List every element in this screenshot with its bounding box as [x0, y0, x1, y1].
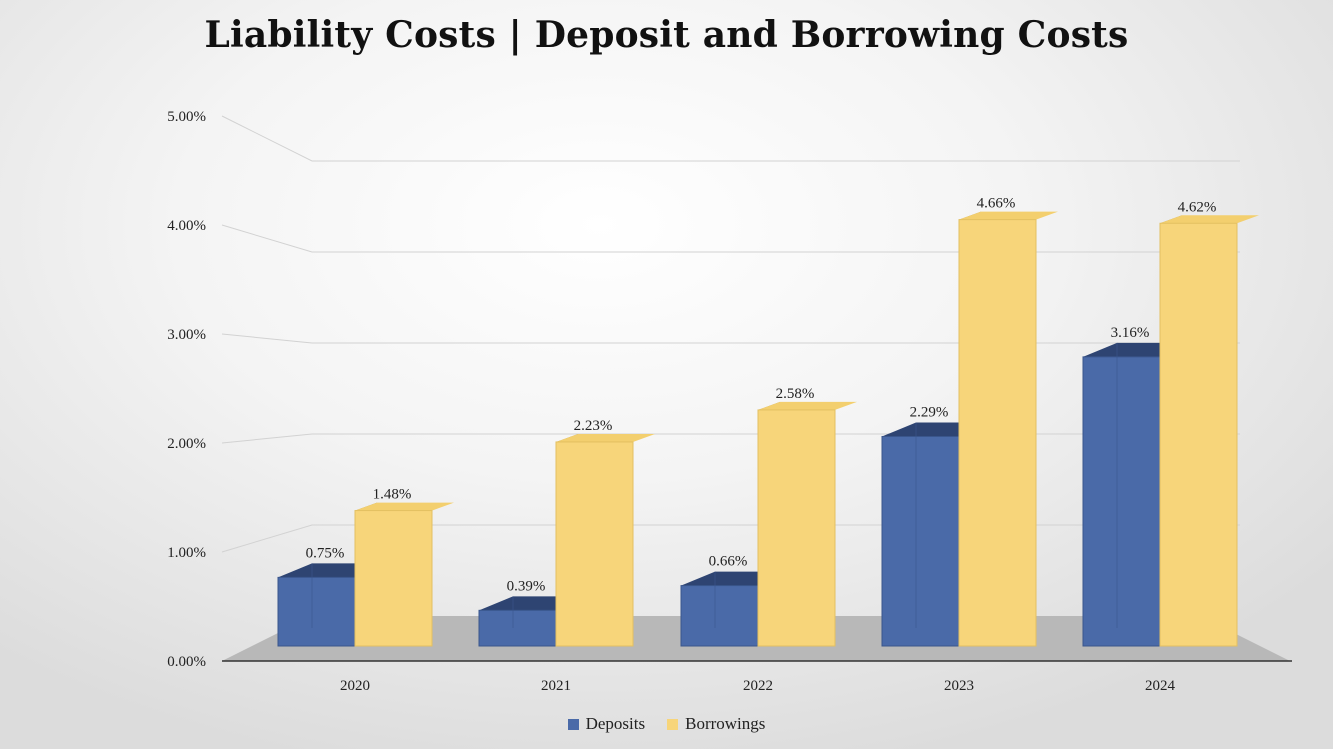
bar-deposits-2023 [881, 422, 964, 647]
bar-deposits-front [680, 585, 759, 647]
x-tick-label: 2022 [743, 678, 773, 694]
x-tick-label: 2021 [541, 678, 571, 694]
legend-swatch-borrowings [667, 718, 679, 730]
gridline [221, 115, 1240, 162]
legend-item-borrowings[interactable]: Borrowings [667, 714, 765, 734]
data-label-deposits-2023: 2.29% [910, 404, 949, 420]
y-tick-label: 0.00% [167, 654, 206, 670]
bar-deposits-top [1083, 342, 1165, 357]
y-tick-label: 3.00% [167, 327, 206, 343]
bar-deposits-top [882, 422, 964, 437]
data-label-deposits-2022: 0.66% [709, 554, 748, 570]
bar-borrowings-2023 [958, 211, 1058, 647]
bar-borrowings-2022 [757, 401, 857, 647]
gridline [221, 224, 1240, 253]
y-tick-label: 2.00% [167, 436, 206, 452]
bar-deposits-2021 [478, 596, 561, 647]
gridline [221, 333, 1240, 344]
bar-borrowings-top [959, 211, 1058, 220]
bar-deposits-front [1082, 356, 1161, 647]
legend-item-deposits[interactable]: Deposits [567, 714, 646, 734]
y-tick-label: 5.00% [167, 109, 206, 125]
bar-borrowings-front [555, 441, 634, 647]
bar-borrowings-top [355, 502, 454, 511]
x-tick-label: 2024 [1145, 678, 1176, 694]
y-tick-label: 1.00% [167, 545, 206, 561]
bar-deposits-front [478, 609, 557, 647]
legend-label-deposits: Deposits [585, 714, 646, 733]
chart-title: Liability Costs | Deposit and Borrowing … [204, 14, 1129, 56]
bar-deposits-2020 [277, 563, 360, 647]
bar-borrowings-2021 [555, 433, 655, 647]
bar-deposits-top [681, 571, 763, 586]
data-label-deposits-2021: 0.39% [507, 578, 546, 594]
bar-borrowings-front [958, 219, 1037, 647]
bar-borrowings-2020 [354, 502, 454, 647]
data-label-borrowings-2024: 4.62% [1178, 199, 1217, 215]
bar-borrowings-top [758, 401, 857, 410]
data-label-borrowings-2022: 2.58% [776, 386, 815, 402]
bar-deposits-front [881, 435, 960, 647]
x-tick-label: 2020 [340, 678, 370, 694]
x-tick-label: 2023 [944, 678, 974, 694]
bar-borrowings-top [1160, 215, 1259, 224]
data-label-borrowings-2023: 4.66% [977, 196, 1016, 212]
bar-borrowings-front [757, 409, 836, 647]
bar-borrowings-front [1159, 222, 1238, 647]
legend-label-borrowings: Borrowings [685, 714, 766, 733]
legend-swatch-deposits [567, 718, 579, 730]
data-label-deposits-2020: 0.75% [306, 545, 345, 561]
bar-deposits-top [479, 596, 561, 611]
bar-deposits-front [277, 576, 356, 647]
data-label-borrowings-2021: 2.23% [574, 418, 613, 434]
data-label-deposits-2024: 3.16% [1111, 325, 1150, 341]
bar-deposits-2024 [1082, 342, 1165, 647]
data-label-borrowings-2020: 1.48% [373, 487, 412, 503]
y-tick-label: 4.00% [167, 218, 206, 234]
bar-borrowings-top [556, 433, 655, 442]
bar-deposits-top [278, 563, 360, 578]
bar-borrowings-front [354, 510, 433, 647]
bar-deposits-2022 [680, 571, 763, 647]
legend: Deposits Borrowings [0, 714, 1333, 734]
bar-borrowings-2024 [1159, 215, 1259, 647]
